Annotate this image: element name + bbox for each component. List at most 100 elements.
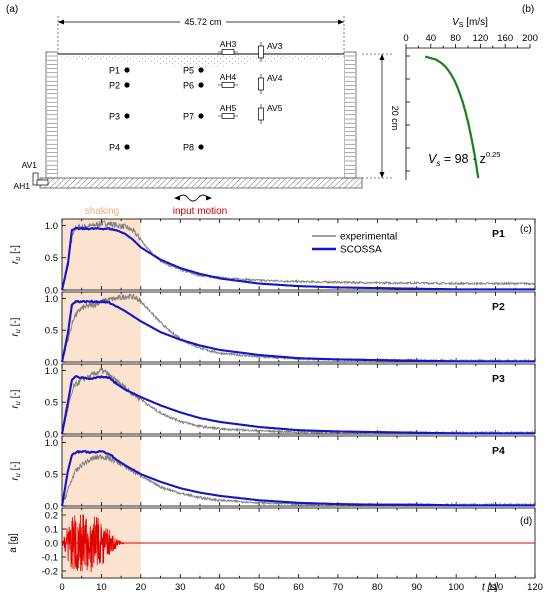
height-arrow-top [379, 54, 385, 60]
ru-axis-title-unit: [-] [10, 317, 21, 329]
vs-tick-label: 80 [450, 33, 461, 44]
sensor-av5-label: AV5 [267, 103, 283, 113]
series-scossa [60, 299, 536, 363]
sensor-p6-label: P6 [183, 81, 194, 91]
ru-axis-title: ru [-] [10, 461, 22, 480]
shaking-table-base [39, 177, 363, 189]
x-tick-label: 30 [175, 582, 186, 593]
panel-label-c: (c) [520, 224, 532, 235]
ru-axis-title-sub: u [15, 329, 22, 333]
sensor-ah4-icon [221, 82, 235, 88]
height-label: 20 cm [390, 106, 400, 131]
ru-axis-title: ru [-] [10, 317, 22, 336]
sensor-p7-label: P7 [183, 112, 194, 122]
y-tick-label: 1.0 [45, 438, 58, 449]
sensor-av5-icon [258, 107, 264, 121]
sensor-p1-dot [124, 67, 130, 73]
panel-p3: 0.0 0.5 1.0 ru [-] P3 [10, 363, 536, 441]
t-axis-title: t [s] [482, 582, 498, 593]
vs-eq-exp: 0.25 [486, 150, 501, 159]
sensor-ah5-label: AH5 [220, 103, 237, 113]
sensor-p4-dot [124, 144, 130, 150]
sensor-p2-dot [124, 82, 130, 88]
panel-name: P4 [492, 445, 505, 457]
ru-axis-title-r: r [10, 404, 21, 408]
y-tick-label: 0.5 [45, 253, 58, 264]
y-tick-label: 1.0 [45, 366, 58, 377]
panel-p1: 0.0 0.5 1.0 ru [-] P1 [10, 218, 536, 297]
sensor-av3-icon [258, 45, 264, 59]
sensor-p7-dot [198, 113, 204, 119]
y-tick-label: 0.5 [45, 326, 58, 337]
panel-label-b: (b) [522, 4, 534, 15]
y-tick-label: 0.0 [45, 358, 58, 369]
x-tick-label: 70 [333, 582, 344, 593]
ru-axis-title-unit: [-] [10, 389, 21, 401]
vs-tick-label: 120 [472, 33, 488, 44]
width-label: 45.72 cm [184, 17, 221, 27]
ru-axis-title: ru [-] [10, 389, 22, 408]
panels-container: 0.00.51.0ru [-]P10.00.51.0ru [-]P20.00.5… [8, 218, 543, 593]
vs-tick-label: 160 [497, 33, 513, 44]
y-tick-label: 0.1 [45, 525, 58, 536]
legend-label-scossa: SCOSSA [340, 245, 382, 256]
y-tick-label: -0.1 [42, 553, 58, 564]
sensor-p4-label: P4 [109, 143, 120, 153]
series-scossa [60, 226, 536, 291]
panel-p4: 0.0 0.5 1.0 ru [-] P4 [10, 435, 536, 513]
series-acceleration [61, 514, 129, 573]
ru-axis-title-unit: [-] [10, 245, 21, 257]
x-tick-label: 10 [96, 582, 107, 593]
panel-acceleration: -0.2 -0.1 0.0 0.1 0.2 a [g] 0 10 20 30 40 50 60 70 80 9… [8, 507, 543, 593]
ru-axis-title-sub: u [15, 401, 22, 405]
sensor-av1-label: AV1 [22, 160, 38, 170]
sensor-av1-icon [32, 172, 39, 186]
sensor-ah4-label: AH4 [220, 72, 237, 82]
x-tick-label: 0 [59, 582, 64, 593]
shaking-band [62, 436, 141, 506]
sensor-p5-dot [198, 67, 204, 73]
sensor-p8-label: P8 [183, 143, 194, 153]
sensor-ah5-icon [221, 113, 235, 119]
accelerometers: AH3 AH4 AH5 AV3 AV4 AV5 AV1 AH1 [13, 39, 282, 191]
ru-axis-title-sub: u [15, 257, 22, 261]
panel-name: P2 [492, 301, 505, 313]
y-tick-label: 0.5 [45, 470, 58, 481]
legend: experimental SCOSSA [312, 232, 397, 256]
sensor-ah3-label: AH3 [220, 39, 237, 49]
vs-eq-lhs-sub: s [436, 159, 440, 168]
sensor-av4-icon [258, 77, 264, 91]
sensor-ah3-icon [221, 49, 235, 55]
sensor-p1-label: P1 [109, 66, 120, 76]
y-tick-label: 1.0 [45, 294, 58, 305]
series-scossa [60, 375, 536, 435]
vs-ticks: 0 40 80 120 160 200 [403, 33, 538, 172]
x-tick-label: 50 [254, 582, 265, 593]
vs-curve [424, 55, 480, 179]
sensor-p3-label: P3 [109, 112, 120, 122]
x-tick-label: 110 [488, 582, 503, 593]
ru-axis-title-sub: u [15, 473, 22, 477]
x-tick-label: 20 [136, 582, 147, 593]
input-motion-wave-icon [177, 194, 209, 202]
y-tick-label: 0.0 [45, 539, 58, 550]
y-tick-label: 1.0 [45, 221, 58, 232]
vs-axis-title: VS [m/s] [452, 17, 488, 29]
y-tick-label: 0.0 [45, 286, 58, 297]
y-tick-label: 0.0 [45, 430, 58, 441]
y-tick-label: 0.0 [45, 502, 58, 513]
x-tick-label: 80 [372, 582, 383, 593]
x-tick-label: 90 [411, 582, 422, 593]
ru-axis-title-r: r [10, 260, 21, 264]
vs-tick-label: 200 [522, 33, 538, 44]
vs-eq-rhs: = 98 · z [440, 152, 486, 166]
ru-axis-title: ru [-] [10, 245, 22, 264]
sensor-p2-label: P2 [109, 81, 120, 91]
vs-tick-label: 40 [426, 33, 437, 44]
sensor-av3-label: AV3 [267, 41, 283, 51]
sensor-p6-dot [198, 82, 204, 88]
sensor-av4-label: AV4 [267, 73, 283, 83]
time-history-panels: 0.00.51.0ru [-]P10.00.51.0ru [-]P20.00.5… [8, 206, 543, 593]
